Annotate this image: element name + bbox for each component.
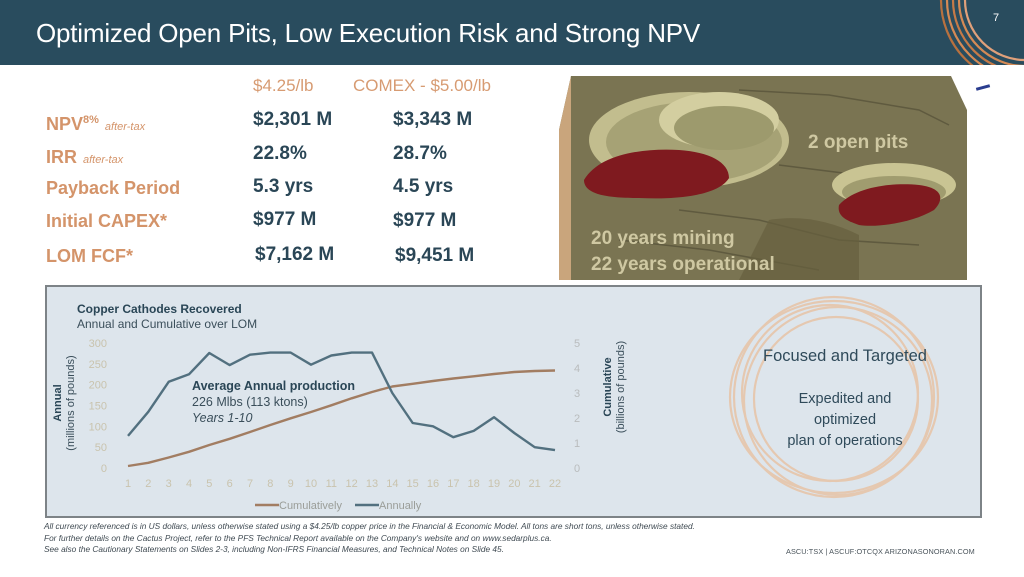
x-tick-label: 7 (247, 478, 253, 490)
open-pit-model-image: 2 open pits 20 years mining 22 years ope… (559, 70, 981, 280)
metric-label-npv: NPV8%after-tax (46, 114, 146, 134)
series-line-annually (127, 351, 556, 452)
x-tick-label: 10 (305, 478, 317, 490)
y-left-tick-label: 250 (89, 359, 107, 371)
average-production-title: Average Annual production (192, 379, 355, 393)
y-left-tick-label: 0 (101, 463, 107, 475)
x-tick-label: 22 (549, 478, 561, 490)
caption-years-operational: 22 years operational (591, 254, 775, 275)
y-right-tick-label: 2 (574, 413, 580, 425)
footnote-cautionary: See also the Cautionary Statements on Sl… (44, 544, 504, 554)
x-tick-label: 9 (288, 478, 294, 490)
y-right-tick-label: 3 (574, 388, 580, 400)
capex-comex-value: $977 M (393, 210, 457, 231)
x-tick-label: 19 (488, 478, 500, 490)
x-tick-label: 5 (206, 478, 212, 490)
caption-years-mining: 20 years mining (591, 228, 735, 249)
x-tick-label: 4 (186, 478, 192, 490)
focus-body-line: optimized (813, 412, 877, 428)
slide-number: 7 (993, 12, 1000, 24)
chart-subtitle: Annual and Cumulative over LOM (77, 317, 258, 331)
y-left-tick-label: 50 (95, 442, 107, 454)
y-left-tick-label: 100 (89, 421, 107, 433)
average-production-years: Years 1-10 (192, 411, 253, 425)
y-right-tick-label: 0 (574, 463, 580, 475)
column-header-base-price: $4.25/lb (253, 76, 314, 95)
x-tick-label: 8 (267, 478, 273, 490)
focus-callout: Focused and Targeted Expedited and optim… (710, 287, 980, 517)
chart-title: Copper Cathodes Recovered (77, 302, 242, 316)
copper-cathodes-chart-panel: Copper Cathodes Recovered Annual and Cum… (45, 285, 982, 518)
footnote-technical-report: For further details on the Cactus Projec… (44, 532, 552, 543)
lom-fcf-base-value: $7,162 M (255, 244, 335, 265)
y-axis-left-label: Annual (52, 384, 64, 421)
lom-fcf-comex-value: $9,451 M (395, 245, 475, 266)
pit-terrain-illustration (559, 76, 967, 280)
y-left-tick-label: 300 (89, 338, 107, 350)
x-tick-label: 21 (529, 478, 541, 490)
footnote-currency: All currency referenced is in US dollars… (44, 521, 695, 531)
average-production-value: 226 Mlbs (113 ktons) (192, 395, 308, 409)
y-right-tick-label: 4 (574, 363, 580, 375)
x-tick-label: 15 (407, 478, 419, 490)
copper-rings-logo-icon (939, 0, 1024, 65)
metric-label-capex: Initial CAPEX* (46, 211, 168, 231)
metrics-table: $4.25/lb COMEX - $5.00/lb NPV8%after-tax… (0, 70, 550, 280)
x-tick-label: 14 (386, 478, 398, 490)
payback-comex-value: 4.5 yrs (393, 176, 454, 197)
x-tick-label: 6 (227, 478, 233, 490)
legend-label-cumulatively: Cumulatively (279, 500, 342, 512)
column-header-comex-price: COMEX - $5.00/lb (353, 76, 491, 95)
x-tick-label: 1 (125, 478, 131, 490)
payback-base-value: 5.3 yrs (253, 176, 314, 197)
focus-title: Focused and Targeted (763, 347, 927, 365)
y-right-tick-label: 1 (574, 438, 580, 450)
footnotes: All currency referenced is in US dollars… (44, 521, 804, 556)
focus-body-line: plan of operations (787, 433, 903, 449)
x-tick-label: 16 (427, 478, 439, 490)
irr-comex-value: 28.7% (393, 143, 447, 164)
irr-base-value: 22.8% (253, 143, 307, 164)
metric-label-lom-fcf: LOM FCF* (46, 246, 133, 266)
x-tick-label: 2 (145, 478, 151, 490)
x-tick-label: 20 (508, 478, 520, 490)
capex-base-value: $977 M (253, 209, 317, 230)
x-tick-label: 3 (166, 478, 172, 490)
legend-label-annually: Annually (379, 500, 422, 512)
footer-tickers-website: ASCU:TSX | ASCUF:OTCQX ARIZONASONORAN.CO… (786, 547, 975, 556)
y-axis-right-label: Cumulative (602, 357, 614, 416)
y-left-tick-label: 200 (89, 380, 107, 392)
x-tick-label: 18 (468, 478, 480, 490)
x-tick-label: 12 (346, 478, 358, 490)
y-axis-right-units: (billions of pounds) (615, 341, 627, 433)
y-right-tick-label: 5 (574, 338, 580, 350)
copper-rings-decoration-icon (728, 295, 940, 499)
npv-comex-value: $3,343 M (393, 109, 473, 130)
metric-label-payback: Payback Period (46, 178, 181, 198)
y-axis-left-units: (millions of pounds) (65, 355, 77, 450)
focus-body: Expedited and optimized plan of operatio… (710, 389, 980, 452)
focus-body-line: Expedited and (798, 391, 892, 407)
x-tick-label: 13 (366, 478, 378, 490)
slide-header: Optimized Open Pits, Low Execution Risk … (0, 0, 1024, 65)
x-tick-label: 11 (326, 478, 337, 490)
npv-base-value: $2,301 M (253, 109, 333, 130)
chart-legend: Cumulatively Annually (255, 500, 422, 512)
metric-label-irr: IRR after-tax (46, 147, 124, 167)
y-left-tick-label: 150 (89, 401, 107, 413)
slide-title: Optimized Open Pits, Low Execution Risk … (36, 18, 701, 48)
caption-open-pits: 2 open pits (808, 132, 909, 153)
x-tick-label: 17 (447, 478, 459, 490)
series-line-cumulatively (127, 369, 556, 468)
